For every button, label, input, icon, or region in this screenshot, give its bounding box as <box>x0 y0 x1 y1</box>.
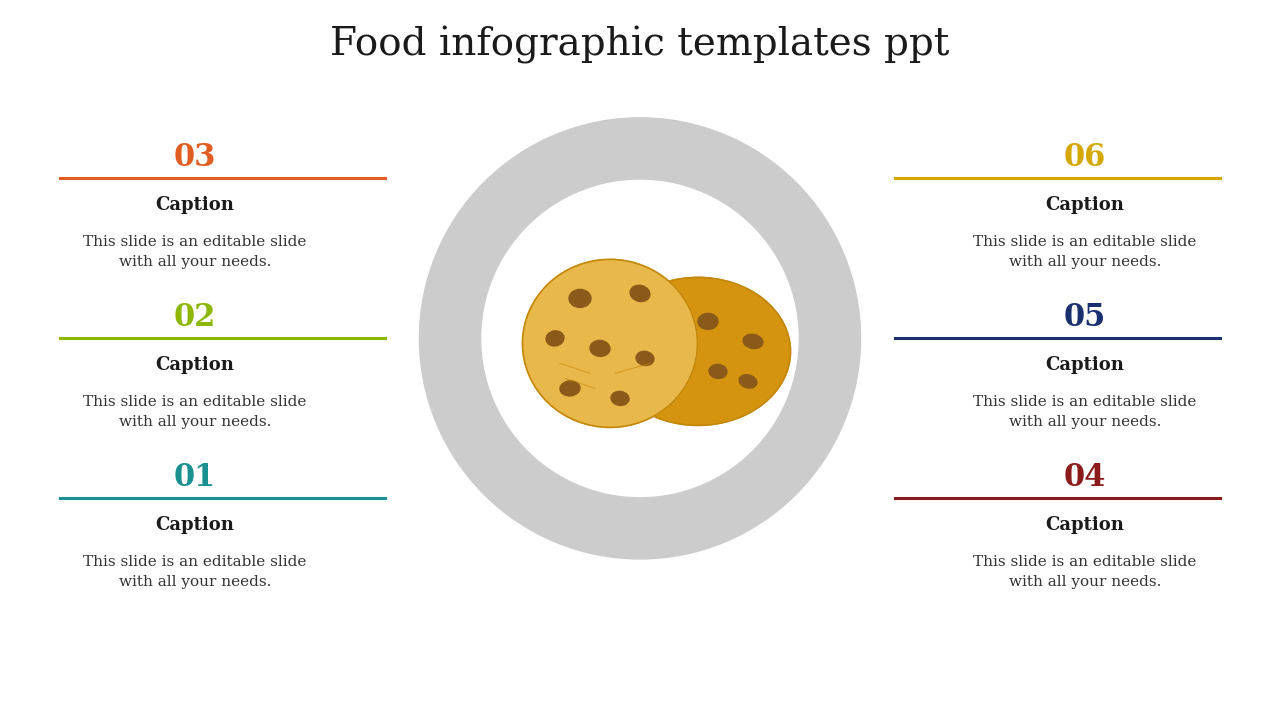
Ellipse shape <box>605 277 791 426</box>
Ellipse shape <box>570 289 591 307</box>
Text: 04: 04 <box>1064 462 1106 493</box>
Text: This slide is an editable slide
with all your needs.: This slide is an editable slide with all… <box>83 554 307 589</box>
Text: 05: 05 <box>1064 302 1106 333</box>
Ellipse shape <box>698 313 718 329</box>
Text: This slide is an editable slide
with all your needs.: This slide is an editable slide with all… <box>973 395 1197 429</box>
Ellipse shape <box>744 334 763 348</box>
Text: Food infographic templates ppt: Food infographic templates ppt <box>330 26 950 64</box>
Text: Caption: Caption <box>1046 196 1124 214</box>
Text: Caption: Caption <box>1046 356 1124 374</box>
Text: 06: 06 <box>1064 143 1106 174</box>
Ellipse shape <box>739 374 756 388</box>
Text: Caption: Caption <box>156 516 234 534</box>
Ellipse shape <box>522 259 698 428</box>
Text: Caption: Caption <box>156 356 234 374</box>
Ellipse shape <box>630 285 650 302</box>
Text: This slide is an editable slide
with all your needs.: This slide is an editable slide with all… <box>973 235 1197 269</box>
Ellipse shape <box>636 351 654 366</box>
Ellipse shape <box>561 381 580 396</box>
Text: Caption: Caption <box>1046 516 1124 534</box>
Ellipse shape <box>675 355 691 368</box>
Text: This slide is an editable slide
with all your needs.: This slide is an editable slide with all… <box>83 235 307 269</box>
Text: 03: 03 <box>174 143 216 174</box>
Text: 01: 01 <box>174 462 216 493</box>
Ellipse shape <box>547 331 564 346</box>
Text: Caption: Caption <box>156 196 234 214</box>
Text: This slide is an editable slide
with all your needs.: This slide is an editable slide with all… <box>973 554 1197 589</box>
Ellipse shape <box>611 392 628 405</box>
Ellipse shape <box>709 364 727 379</box>
Text: 02: 02 <box>174 302 216 333</box>
Ellipse shape <box>590 341 611 356</box>
Text: This slide is an editable slide
with all your needs.: This slide is an editable slide with all… <box>83 395 307 429</box>
